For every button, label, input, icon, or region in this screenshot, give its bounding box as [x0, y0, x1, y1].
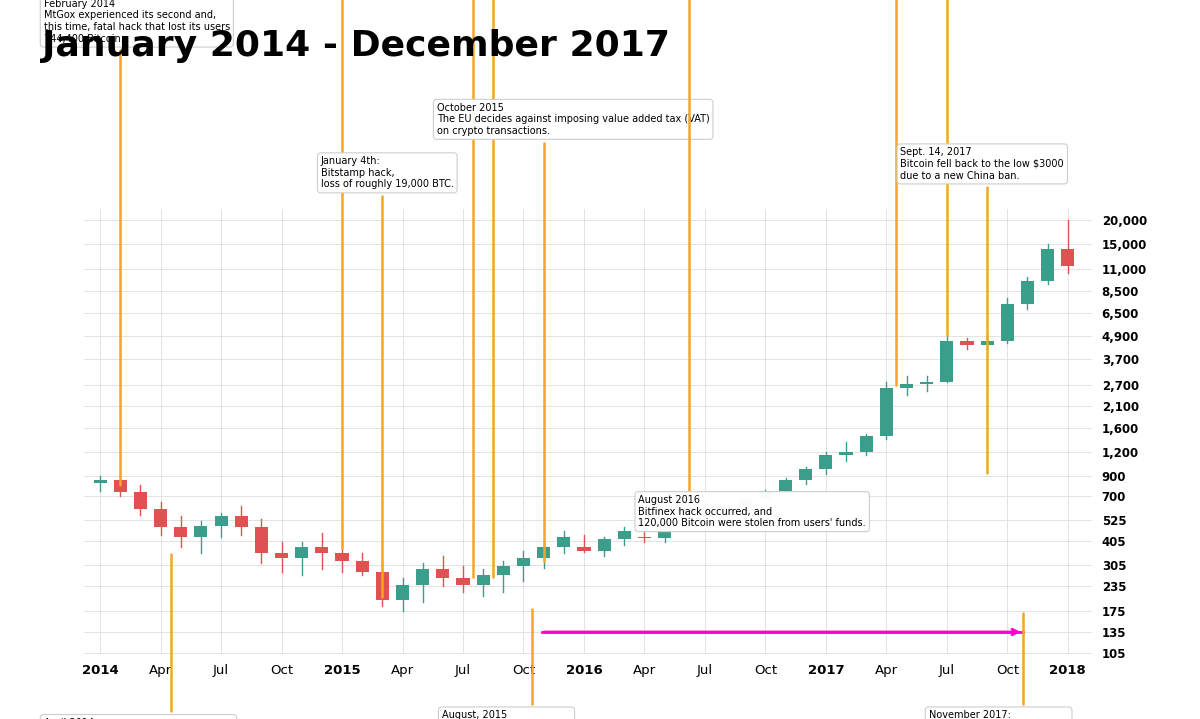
Text: September 2015
The US Commodities Futures Trading Commission (CFTC)
defines Bitc: September 2015 The US Commodities Future… — [472, 0, 750, 577]
Bar — [859, 436, 872, 452]
Bar — [960, 341, 973, 345]
Bar — [658, 526, 671, 539]
Bar — [114, 480, 127, 492]
Bar — [1001, 304, 1014, 341]
Text: August 2016
Bitfinex hack occurred, and
120,000 Bitcoin were stolen from users' : August 2016 Bitfinex hack occurred, and … — [638, 495, 866, 528]
Bar — [437, 569, 449, 578]
Bar — [355, 561, 368, 572]
Bar — [254, 528, 268, 554]
Bar — [215, 516, 228, 526]
Bar — [900, 383, 913, 388]
Bar — [416, 569, 430, 585]
Bar — [840, 452, 852, 455]
Bar — [1042, 249, 1054, 281]
Bar — [517, 559, 530, 566]
Text: August, 2015
The Blocksize wars begin .: August, 2015 The Blocksize wars begin . — [442, 609, 571, 719]
Text: February 2014
MtGox experienced its second and,
this time, fatal hack that lost : February 2014 MtGox experienced its seco… — [43, 0, 230, 485]
Bar — [577, 546, 590, 551]
Text: November 2017:
Blocksize wars officially end.: November 2017: Blocksize wars officially… — [929, 613, 1068, 719]
Bar — [94, 480, 107, 483]
Bar — [638, 536, 650, 539]
Bar — [134, 492, 148, 509]
Bar — [598, 539, 611, 551]
Bar — [719, 506, 732, 512]
Bar — [1021, 281, 1034, 304]
Bar — [476, 575, 490, 585]
Bar — [316, 546, 329, 554]
Bar — [880, 388, 893, 436]
Bar — [739, 499, 751, 506]
Bar — [456, 578, 469, 585]
Bar — [376, 572, 389, 600]
Bar — [698, 508, 712, 512]
Text: Sept. 14, 2017
Bitcoin fell back to the low $3000
due to a new China ban.: Sept. 14, 2017 Bitcoin fell back to the … — [900, 147, 1064, 473]
Text: April 2014
The PBOC to shut down bank accounts
of chinese exchanges.: April 2014 The PBOC to shut down bank ac… — [43, 554, 233, 719]
Bar — [799, 470, 812, 480]
Text: July 30, 2015
Ethereum was launched.: July 30, 2015 Ethereum was launched. — [442, 0, 563, 577]
Text: December 27th
Bitcoin XT released.: December 27th Bitcoin XT released. — [260, 0, 358, 549]
Bar — [779, 480, 792, 490]
Bar — [396, 585, 409, 600]
Text: May 2017
ICO and altcoin mania exploded
with big money entering the market.: May 2017 ICO and altcoin mania exploded … — [734, 0, 914, 385]
Bar — [618, 531, 631, 539]
Text: October 2015
The EU decides against imposing value added tax (VAT)
on crypto tra: October 2015 The EU decides against impo… — [437, 103, 709, 561]
Bar — [235, 516, 248, 528]
Bar — [920, 382, 934, 383]
Bar — [758, 490, 772, 499]
Bar — [557, 536, 570, 546]
Bar — [941, 341, 953, 382]
Bar — [336, 554, 349, 561]
Text: January 2014 - December 2017: January 2014 - December 2017 — [42, 29, 670, 63]
Bar — [174, 528, 187, 536]
Bar — [820, 455, 833, 470]
Bar — [295, 546, 308, 559]
Bar — [194, 526, 208, 536]
Bar — [980, 341, 994, 345]
Bar — [275, 554, 288, 559]
Bar — [1061, 249, 1074, 265]
Bar — [538, 546, 551, 559]
Text: Aug. 1, 2017
Bitcoin forked into BTC and BCC
because of miners' disagreements
on: Aug. 1, 2017 Bitcoin forked into BTC and… — [845, 0, 1014, 335]
Bar — [678, 508, 691, 515]
Text: July 9, 2016
Bitcoin's second halving occurred.: July 9, 2016 Bitcoin's second halving oc… — [664, 0, 830, 498]
Bar — [497, 566, 510, 575]
Bar — [154, 509, 167, 528]
Text: January 4th:
Bitstamp hack,
loss of roughly 19,000 BTC.: January 4th: Bitstamp hack, loss of roug… — [320, 156, 454, 597]
